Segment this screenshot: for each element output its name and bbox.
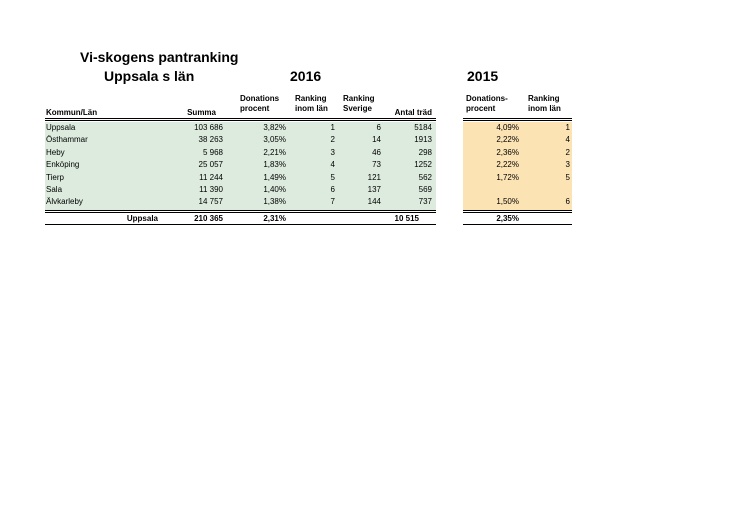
prev-ranking-cell: 5 xyxy=(565,172,570,182)
prev-procent-cell: 1,72% xyxy=(496,172,519,182)
header-divider-prev xyxy=(463,118,572,121)
year-previous-heading: 2015 xyxy=(467,68,499,84)
procent-cell: 3,05% xyxy=(263,135,286,145)
ranking-lan-cell: 2 xyxy=(330,135,335,145)
table-row: Uppsala 103 686 3,82% 1 6 5184 4,09% 1 xyxy=(0,123,746,135)
header-antal-trad: Antal träd xyxy=(394,108,432,117)
ranking-lan-cell: 4 xyxy=(330,160,335,170)
prev-ranking-cell: 2 xyxy=(565,147,570,157)
antal-trad-cell: 1252 xyxy=(414,160,432,170)
total-summa: 210 365 xyxy=(194,214,223,223)
antal-trad-cell: 737 xyxy=(418,197,432,207)
summa-cell: 38 263 xyxy=(198,135,223,145)
table-row: Älvkarleby 14 757 1,38% 7 144 737 1,50% 6 xyxy=(0,197,746,209)
ranking-sverige-cell: 46 xyxy=(372,147,381,157)
summa-cell: 11 390 xyxy=(199,185,223,194)
ranking-lan-cell: 7 xyxy=(330,197,335,207)
year-current-heading: 2016 xyxy=(290,68,322,84)
prev-ranking-cell: 6 xyxy=(565,197,570,207)
antal-trad-cell: 1913 xyxy=(414,135,432,145)
table-body-previous xyxy=(463,122,572,210)
summa-cell: 11 244 xyxy=(199,172,223,182)
procent-cell: 1,49% xyxy=(263,172,286,182)
header-donations-procent: Donations procent xyxy=(240,94,280,113)
procent-cell: 1,40% xyxy=(263,185,286,194)
table-body-current xyxy=(45,122,436,210)
total-prev-procent: 2,35% xyxy=(496,214,519,223)
prev-ranking-cell: 4 xyxy=(565,135,570,145)
procent-cell: 1,83% xyxy=(263,160,286,170)
kommun-cell: Enköping xyxy=(46,160,80,170)
summa-cell: 103 686 xyxy=(194,123,223,132)
total-trad: 10 515 xyxy=(394,214,419,223)
kommun-cell: Tierp xyxy=(46,172,64,182)
prev-procent-cell: 1,50% xyxy=(496,197,519,207)
summa-cell: 5 968 xyxy=(202,147,223,157)
prev-ranking-cell: 3 xyxy=(565,160,570,170)
summa-cell: 14 757 xyxy=(198,197,223,207)
header-divider xyxy=(45,118,436,121)
total-procent: 2,31% xyxy=(263,214,286,223)
procent-cell: 1,38% xyxy=(263,197,286,207)
antal-trad-cell: 562 xyxy=(418,172,432,182)
footer-divider xyxy=(45,210,436,213)
table-row: Östhammar 38 263 3,05% 2 14 1913 2,22% 4 xyxy=(0,135,746,147)
table-row: Tierp 11 244 1,49% 5 121 562 1,72% 5 xyxy=(0,173,746,185)
kommun-cell: Uppsala xyxy=(46,123,76,132)
table-row: Heby 5 968 2,21% 3 46 298 2,36% 2 xyxy=(0,148,746,160)
kommun-cell: Sala xyxy=(46,185,63,194)
antal-trad-cell: 569 xyxy=(418,185,432,194)
ranking-sverige-cell: 137 xyxy=(367,185,381,194)
header-ranking-inom-lan: Ranking inom län xyxy=(295,94,328,113)
ranking-sverige-cell: 14 xyxy=(372,135,381,145)
kommun-cell: Älvkarleby xyxy=(46,197,83,207)
header-prev-donations-procent: Donations-procent xyxy=(466,94,508,113)
total-label: Uppsala xyxy=(126,214,158,223)
ranking-lan-cell: 5 xyxy=(330,172,335,182)
ranking-sverige-cell: 121 xyxy=(367,172,381,182)
prev-ranking-cell: 1 xyxy=(565,123,570,132)
procent-cell: 2,21% xyxy=(263,147,286,157)
ranking-lan-cell: 6 xyxy=(330,185,335,194)
header-prev-ranking-inom-lan: Ranking inom län xyxy=(528,94,561,113)
ranking-lan-cell: 1 xyxy=(330,123,335,132)
ranking-lan-cell: 3 xyxy=(330,147,335,157)
kommun-cell: Heby xyxy=(46,147,65,157)
table-row: Sala 11 390 1,40% 6 137 569 xyxy=(0,185,746,197)
total-underline-prev xyxy=(463,224,572,225)
prev-procent-cell: 2,22% xyxy=(496,135,519,145)
prev-procent-cell xyxy=(466,185,519,194)
antal-trad-cell: 298 xyxy=(418,147,432,157)
header-summa: Summa xyxy=(187,108,216,117)
ranking-sverige-cell: 144 xyxy=(367,197,381,207)
header-ranking-sverige: Ranking Sverige xyxy=(343,94,375,113)
prev-ranking-cell xyxy=(528,185,570,194)
county-subtitle: Uppsala s län xyxy=(104,68,195,84)
summa-cell: 25 057 xyxy=(198,160,223,170)
prev-procent-cell: 2,22% xyxy=(496,160,519,170)
prev-procent-cell: 4,09% xyxy=(496,123,519,132)
header-kommun: Kommun/Län xyxy=(46,108,98,117)
footer-divider-prev xyxy=(463,210,572,213)
prev-procent-cell: 2,36% xyxy=(496,147,519,157)
ranking-sverige-cell: 6 xyxy=(376,123,381,132)
ranking-sverige-cell: 73 xyxy=(372,160,381,170)
antal-trad-cell: 5184 xyxy=(414,123,432,132)
table-row: Enköping 25 057 1,83% 4 73 1252 2,22% 3 xyxy=(0,160,746,172)
kommun-cell: Östhammar xyxy=(46,135,88,145)
report-title: Vi-skogens pantranking xyxy=(80,49,239,65)
total-underline xyxy=(45,224,436,225)
procent-cell: 3,82% xyxy=(263,123,286,132)
